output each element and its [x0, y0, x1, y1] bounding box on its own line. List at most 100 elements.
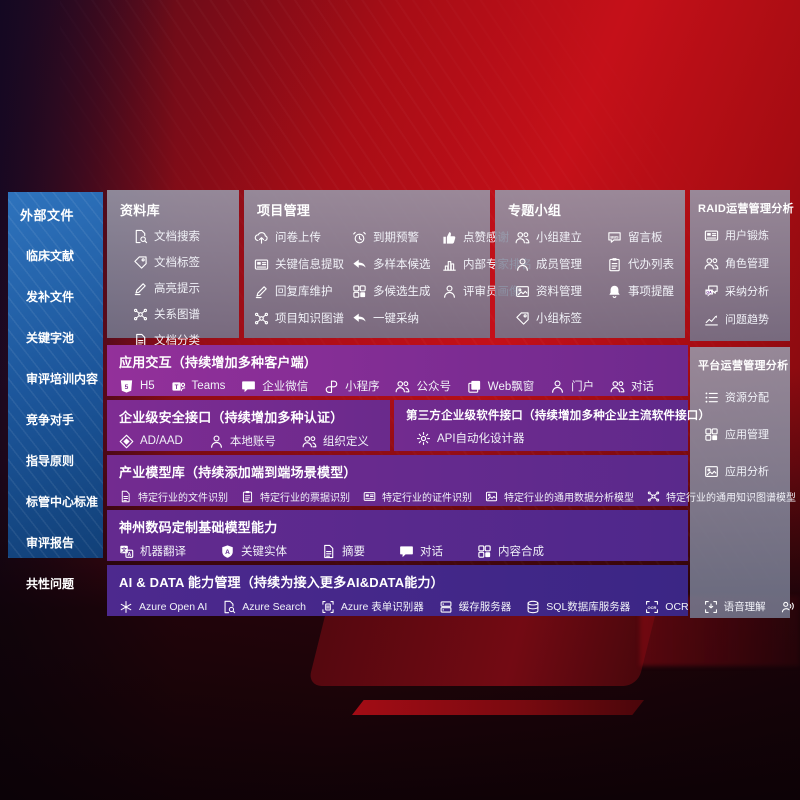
- feature-label: 项目知识图谱: [275, 313, 344, 325]
- doc-icon: [119, 490, 132, 503]
- feature-item: 公众号: [395, 378, 451, 394]
- feature-item: 项目知识图谱: [254, 310, 352, 326]
- feature-item: 多样本候选: [352, 256, 442, 272]
- feature-label: 应用管理: [725, 429, 769, 441]
- interaction-items: H5 Teams 企业微信 小程序 公众号 Web飘窗 门户 对话: [119, 378, 676, 394]
- feature-item: 组织定义: [302, 433, 369, 449]
- feature-item: 本地账号: [209, 433, 276, 449]
- bell-icon: [607, 284, 622, 299]
- feature-item: 对话: [399, 543, 443, 559]
- people-icon: [704, 256, 719, 271]
- models-items: 特定行业的文件识别 特定行业的票据识别 特定行业的证件识别 特定行业的通用数据分析模型…: [119, 489, 796, 504]
- translate-icon: [119, 544, 134, 559]
- feature-item: 内容合成: [477, 543, 544, 559]
- feature-label: 特定行业的证件识别: [382, 493, 472, 504]
- feature-label: 代办列表: [628, 259, 674, 271]
- feature-label: 特定行业的通用知识图谱模型: [666, 493, 796, 504]
- scurve-icon: [324, 379, 339, 394]
- panel-raid-analysis: RAID运营管理分析 用户锻炼 角色管理 采纳分析 问题趋势: [690, 190, 794, 341]
- feature-label: 本地账号: [229, 436, 276, 448]
- feature-item: OCR: [645, 600, 689, 614]
- decorative-red-bar: [352, 700, 644, 715]
- graph-icon: [647, 490, 660, 503]
- bbs-icon: [607, 230, 622, 245]
- feature-label: 关系图谱: [154, 309, 200, 321]
- feature-label: 多样本候选: [373, 259, 431, 271]
- feature-label: Azure 表单识别器: [340, 601, 424, 613]
- sidebar-item: 标管中心标准: [26, 495, 99, 509]
- feature-label: 事项提醒: [628, 286, 674, 298]
- h5-icon: [119, 379, 134, 394]
- pen-icon: [254, 284, 269, 299]
- feature-label: AD/AAD: [140, 435, 183, 447]
- band-title-base-models: 神州数码定制基础模型能力: [119, 520, 278, 535]
- chat-icon: [241, 379, 256, 394]
- qa-icon: [704, 284, 719, 299]
- feature-item: 语音理解: [704, 599, 766, 614]
- feature-item: 关键信息提取: [254, 256, 352, 272]
- gear-icon: [416, 431, 431, 446]
- band-title-thirdparty: 第三方企业级软件接口（持续增加多种企业主流软件接口）: [406, 410, 711, 422]
- feature-label: 资源分配: [725, 392, 769, 404]
- security-items: AD/AAD 本地账号 组织定义: [119, 433, 378, 449]
- card-icon: [704, 228, 719, 243]
- feature-item: 高亮提示: [133, 280, 239, 296]
- feature-item: 对话: [610, 378, 654, 394]
- feature-item: 关键实体: [220, 543, 287, 559]
- feature-label: OCR: [665, 600, 689, 613]
- sidebar-item: 关键字池: [26, 331, 75, 345]
- chartline-icon: [704, 312, 719, 327]
- people-icon: [610, 379, 625, 394]
- feature-label: 高亮提示: [154, 283, 200, 295]
- photo-icon: [704, 464, 719, 479]
- sidebar-item: 审评报告: [26, 536, 75, 550]
- clipboard-icon: [241, 490, 254, 503]
- feature-item: TTS: [781, 600, 800, 614]
- feature-label: 特定行业的票据识别: [260, 493, 350, 504]
- feature-label: 采纳分析: [725, 286, 769, 298]
- panel-title-raid: RAID运营管理分析: [698, 203, 794, 215]
- panel-platform-analysis: 平台运营管理分析 资源分配 应用管理 应用分析: [690, 347, 790, 618]
- tag-icon: [515, 311, 530, 326]
- feature-label: 机器翻译: [140, 546, 186, 558]
- list-icon: [704, 390, 719, 405]
- feature-item: 问卷上传: [254, 229, 352, 245]
- feature-item: 关系图谱: [133, 306, 239, 322]
- feature-label: API自动化设计器: [437, 433, 525, 445]
- feature-label: 语音理解: [723, 601, 766, 613]
- feature-item: Teams: [171, 379, 226, 394]
- band-ai-data-capability: AI & DATA 能力管理（持续为接入更多AI&DATA能力） Azure O…: [107, 565, 688, 616]
- window-icon: [467, 379, 482, 394]
- feature-item: 文档标签: [133, 254, 239, 270]
- person-icon: [209, 434, 224, 449]
- feature-item: 代办列表: [607, 256, 674, 272]
- feature-item: 特定行业的通用数据分析模型: [485, 489, 634, 504]
- feature-label: 关键信息提取: [275, 259, 344, 271]
- panel-title-group: 专题小组: [508, 203, 562, 218]
- cloud-up-icon: [254, 230, 269, 245]
- platform-items: 资源分配应用管理应用分析: [690, 373, 790, 479]
- feature-label: 用户锻炼: [725, 230, 769, 242]
- feature-item: 应用分析: [704, 463, 790, 479]
- feature-item: 门户: [550, 378, 594, 394]
- feature-label: 资料管理: [536, 286, 582, 298]
- sidebar-item: 指导原则: [26, 454, 75, 468]
- feature-label: Teams: [191, 380, 226, 392]
- people-icon: [395, 379, 410, 394]
- feature-label: 成员管理: [536, 259, 582, 271]
- feature-item: 回复库维护: [254, 283, 352, 299]
- feature-item: 一键采纳: [352, 310, 442, 326]
- feature-item: 问题趋势: [704, 311, 790, 327]
- db-icon: [526, 600, 540, 614]
- feature-label: 到期预警: [373, 232, 419, 244]
- feature-label: Web飘窗: [487, 381, 535, 393]
- doc-icon: [321, 544, 336, 559]
- feature-item: API自动化设计器: [416, 430, 525, 446]
- raid-items: 用户锻炼 角色管理 采纳分析 问题趋势: [690, 216, 790, 327]
- feature-label: 应用分析: [725, 466, 769, 478]
- card-icon: [254, 257, 269, 272]
- feature-item: 到期预警: [352, 229, 442, 245]
- feature-label: 摘要: [342, 546, 365, 558]
- panel-library: 资料库 文档搜索 文档标签 高亮提示 关系图谱 文档分类: [107, 190, 239, 347]
- feature-label: 问卷上传: [275, 232, 321, 244]
